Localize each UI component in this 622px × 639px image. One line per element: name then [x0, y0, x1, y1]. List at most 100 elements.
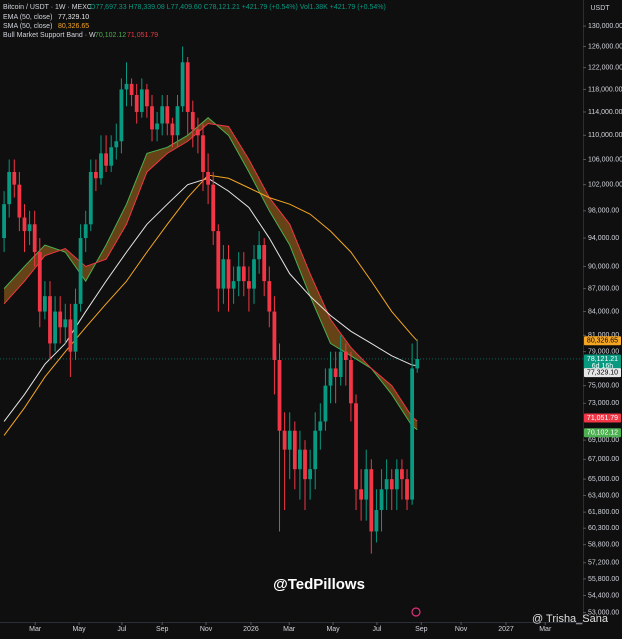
candle-body: [180, 62, 185, 107]
candle-body: [364, 469, 369, 500]
band-fill: [4, 117, 418, 430]
candle-body: [37, 252, 42, 312]
candle-body: [2, 204, 6, 239]
chart-title: Bitcoin / USDT · 1W · MEXC: [3, 4, 92, 11]
candle-body: [73, 303, 78, 352]
candle-body: [7, 171, 12, 205]
candle-body: [134, 94, 139, 112]
legend-value: 71,051.79: [127, 32, 158, 39]
price-badge-label: 77,329.10: [587, 369, 618, 376]
x-tick-label: May: [72, 626, 86, 633]
candle-body: [27, 224, 32, 232]
candle-body: [236, 266, 241, 282]
candle-body: [374, 510, 379, 532]
legend-name: Bull Market Support Band · W: [3, 32, 96, 39]
candle-body: [109, 147, 114, 166]
candle-body: [48, 296, 52, 344]
y-tick-label: 130,000.00: [588, 23, 622, 30]
candle-body: [410, 368, 415, 500]
candle-body: [78, 238, 83, 304]
y-tick-label: 106,000.00: [588, 156, 622, 163]
candle-body: [298, 449, 302, 470]
candle-body: [231, 281, 236, 289]
candle-body: [343, 351, 348, 360]
x-tick-label: Mar: [29, 626, 42, 633]
y-tick-label: 58,800.00: [588, 542, 619, 549]
candle-body: [88, 171, 93, 225]
price-badge: [584, 413, 621, 423]
y-tick-label: 73,000.00: [588, 400, 619, 407]
y-tick-label: 122,000.00: [588, 64, 622, 71]
candle-body: [369, 469, 374, 532]
candle-body: [262, 245, 267, 282]
candle-body: [272, 311, 277, 360]
y-tick-label: 110,000.00: [588, 132, 622, 139]
y-tick-label: 87,000.00: [588, 285, 619, 292]
candle-body: [196, 129, 200, 136]
candle-body: [165, 106, 170, 124]
price-badge: [584, 428, 621, 438]
candle-body: [277, 359, 282, 431]
candle-body: [333, 368, 338, 377]
candle-body: [221, 259, 226, 289]
legend-value: 80,326.65: [58, 23, 89, 30]
y-tick-label: 63,400.00: [588, 492, 619, 499]
price-badge: [584, 354, 621, 371]
y-tick-label: 90,000.00: [588, 263, 619, 270]
candle-body: [384, 479, 389, 490]
x-tick-label: 2027: [498, 626, 514, 633]
candle-body: [124, 83, 129, 90]
candle-body: [359, 489, 364, 500]
candle-body: [190, 111, 195, 130]
x-tick-label: 2026: [243, 626, 259, 633]
candle-body: [144, 89, 149, 107]
x-tick-label: Mar: [539, 626, 552, 633]
candle-body: [400, 469, 404, 480]
price-badge: [584, 368, 621, 378]
band-line: [3, 117, 418, 431]
candle-body: [349, 359, 353, 404]
y-tick-label: 84,000.00: [588, 308, 619, 315]
candle-body: [354, 403, 358, 490]
candle-body: [405, 479, 409, 500]
price-badge: [584, 336, 621, 346]
price-countdown: 6d 16h: [592, 363, 614, 370]
y-tick-label: 55,800.00: [588, 576, 619, 583]
candle-body: [83, 224, 88, 239]
y-tick-label: 61,800.00: [588, 509, 619, 516]
candle-body: [68, 319, 73, 352]
legend-name: EMA (50, close): [3, 14, 52, 21]
candle-body: [42, 296, 47, 312]
x-tick-label: Nov: [200, 626, 213, 633]
legend-value: 70,102.12: [95, 32, 126, 39]
x-tick-label: Sep: [156, 626, 169, 633]
y-tick-label: 94,000.00: [588, 235, 619, 242]
candle-body: [313, 430, 318, 470]
watermark: @ Trisha_Sana: [532, 613, 609, 625]
candle-body: [267, 281, 272, 312]
y-tick-label: 102,000.00: [588, 182, 622, 189]
candle-body: [175, 106, 180, 136]
y-tick-label: 57,200.00: [588, 560, 619, 567]
y-tick-label: 67,000.00: [588, 456, 619, 463]
y-tick-label: 65,000.00: [588, 476, 619, 483]
y-tick-label: 75,000.00: [588, 382, 619, 389]
candle-body: [338, 351, 343, 377]
x-tick-label: Nov: [455, 626, 468, 633]
candle-body: [389, 479, 394, 490]
quote-values: O77,697.33 H78,339.08 L77,409.60 C78,121…: [90, 4, 386, 11]
candle-body: [282, 430, 287, 450]
y-tick-label: 54,400.00: [588, 592, 619, 599]
candle-body: [226, 259, 231, 289]
y-tick-label: 53,000.00: [588, 609, 619, 616]
candle-body: [201, 135, 205, 172]
candle-body: [93, 171, 98, 179]
candle-body: [12, 171, 17, 185]
currency-label: USDT: [590, 5, 610, 12]
price-badge-label: 80,326.65: [587, 338, 618, 345]
candle-body: [32, 224, 37, 253]
candle-body: [308, 469, 313, 480]
